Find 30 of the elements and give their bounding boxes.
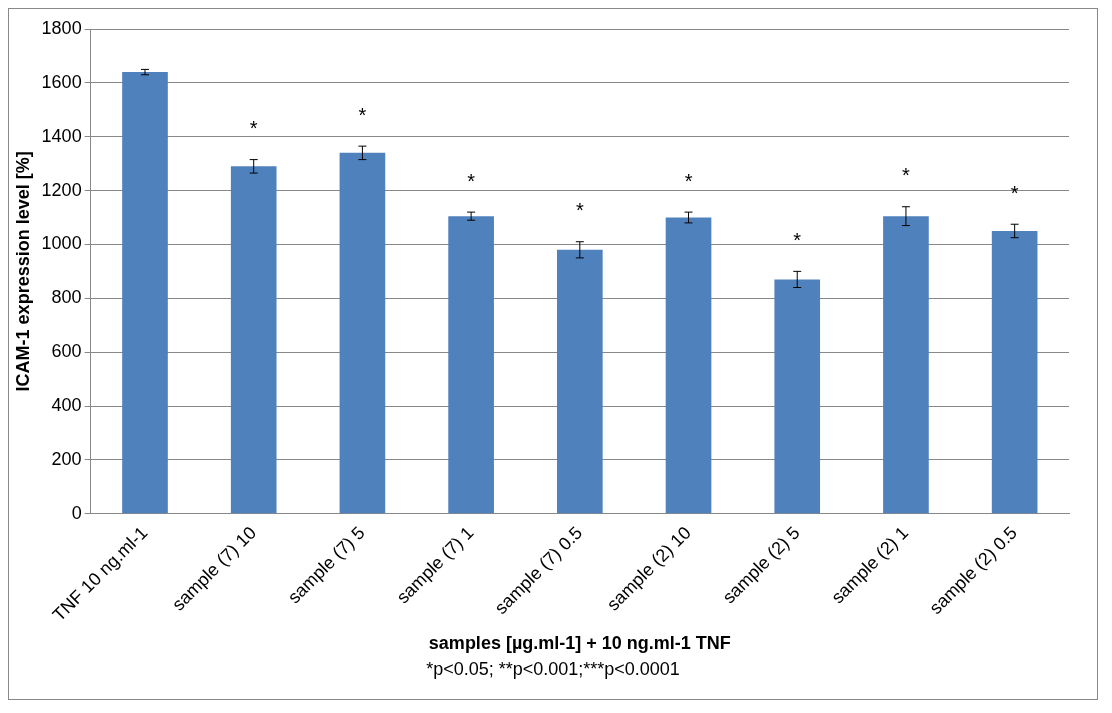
annotation: *	[467, 169, 476, 192]
bar	[883, 216, 929, 514]
y-tick-label: 1000	[41, 233, 82, 254]
bar	[230, 166, 277, 514]
annotation: *	[793, 228, 802, 251]
annotation: *	[1010, 181, 1019, 204]
annotation: *	[902, 164, 911, 187]
bar	[448, 216, 494, 514]
x-axis-title: samples [µg.ml-1] + 10 ng.ml-1 TNF	[428, 633, 731, 654]
bar	[556, 249, 603, 514]
annotation: *	[358, 103, 367, 126]
y-tick-label: 1200	[41, 179, 82, 200]
y-tick-label: 1400	[41, 125, 82, 146]
bar	[665, 217, 712, 514]
y-tick-label: 1800	[41, 17, 82, 38]
bar	[774, 279, 821, 514]
annotation: *	[249, 117, 258, 140]
bar	[339, 152, 386, 514]
annotation: *	[575, 199, 584, 222]
y-tick-label: 800	[51, 287, 82, 308]
bar	[991, 230, 1038, 514]
y-axis-title: ICAM-1 expression level [%]	[12, 151, 33, 392]
text: *p<0.05; **p<0.001;***p<0.0001	[425, 659, 681, 680]
y-tick-label: 200	[51, 448, 82, 469]
y-tick-label: 600	[51, 341, 82, 362]
bar	[122, 72, 168, 514]
y-tick-label: 0	[71, 502, 82, 523]
y-tick-label: 1600	[41, 71, 82, 92]
y-tick-label: 400	[51, 394, 82, 415]
annotation: *	[684, 169, 693, 192]
